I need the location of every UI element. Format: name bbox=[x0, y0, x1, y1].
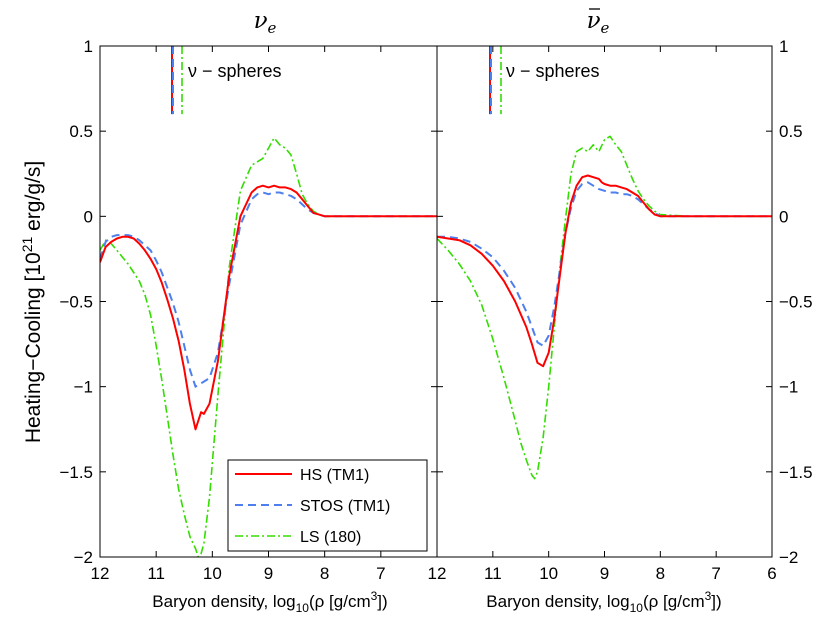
series-line-right-ls bbox=[437, 135, 772, 480]
y-tick-label-right-1: −1.5 bbox=[779, 463, 813, 482]
svg-text:νe: νe bbox=[587, 8, 610, 37]
legend-entry-stos: STOS (TM1) bbox=[235, 498, 390, 515]
x-tick-label-left-7: 7 bbox=[376, 564, 385, 583]
x-tick-label-right-10: 10 bbox=[539, 564, 558, 583]
legend: HS (TM1) STOS (TM1) LS (180) bbox=[227, 459, 428, 552]
annotation-nu-spheres-left: ν − spheres bbox=[188, 61, 282, 81]
y-tick-label-left-0: −2 bbox=[74, 548, 93, 567]
y-tick-label-left-1: −1.5 bbox=[59, 463, 93, 482]
y-tick-label-right-3: −0.5 bbox=[779, 293, 813, 312]
x-axis-label-right: Baryon density, log10(ρ [g/cm3]) bbox=[486, 589, 721, 615]
y-tick-label-right-2: −1 bbox=[779, 378, 798, 397]
x-tick-label-right-9: 9 bbox=[600, 564, 609, 583]
left-panel-title: νe bbox=[254, 8, 277, 37]
series-line-right-hs bbox=[437, 174, 772, 368]
legend-label-stos: STOS (TM1) bbox=[300, 498, 390, 515]
y-axis-label: Heating−Cooling [1021 erg/g/s] bbox=[19, 161, 45, 443]
right-plot-area bbox=[437, 46, 772, 557]
y-tick-label-right-6: 1 bbox=[779, 37, 788, 56]
x-tick-label-left-9: 9 bbox=[264, 564, 273, 583]
x-tick-label-right-8: 8 bbox=[656, 564, 665, 583]
legend-label-ls: LS (180) bbox=[300, 529, 361, 546]
y-tick-label-left-3: −0.5 bbox=[59, 293, 93, 312]
x-tick-label-left-11: 11 bbox=[147, 564, 165, 583]
y-tick-label-left-2: −1 bbox=[74, 378, 93, 397]
x-axis-label-left: Baryon density, log10(ρ [g/cm3]) bbox=[152, 589, 387, 615]
y-tick-label-left-6: 1 bbox=[84, 37, 93, 56]
x-tick-label-left-8: 8 bbox=[320, 564, 329, 583]
x-tick-label-left-12: 12 bbox=[91, 564, 110, 583]
x-tick-label-right-11: 11 bbox=[484, 564, 502, 583]
annotation-nu-spheres-right: ν − spheres bbox=[506, 61, 600, 81]
x-tick-label-right-6: 6 bbox=[767, 564, 776, 583]
right-panel-title: νe bbox=[587, 8, 610, 37]
legend-entry-ls: LS (180) bbox=[235, 529, 361, 546]
y-tick-label-right-0: −2 bbox=[779, 548, 798, 567]
y-tick-label-left-4: 0 bbox=[84, 207, 93, 226]
right-panel-frame bbox=[436, 45, 773, 558]
x-tick-label-right-12: 12 bbox=[428, 564, 447, 583]
y-tick-label-left-5: 0.5 bbox=[69, 122, 93, 141]
x-tick-label-right-7: 7 bbox=[711, 564, 720, 583]
series-line-left-hs bbox=[100, 184, 437, 431]
y-tick-label-right-5: 0.5 bbox=[779, 122, 803, 141]
series-line-left-ls bbox=[100, 137, 437, 557]
legend-label-hs: HS (TM1) bbox=[300, 467, 369, 484]
legend-entry-hs: HS (TM1) bbox=[235, 467, 369, 484]
x-tick-label-left-10: 10 bbox=[203, 564, 222, 583]
y-tick-label-right-4: 0 bbox=[779, 207, 788, 226]
series-line-left-stos bbox=[100, 191, 437, 388]
